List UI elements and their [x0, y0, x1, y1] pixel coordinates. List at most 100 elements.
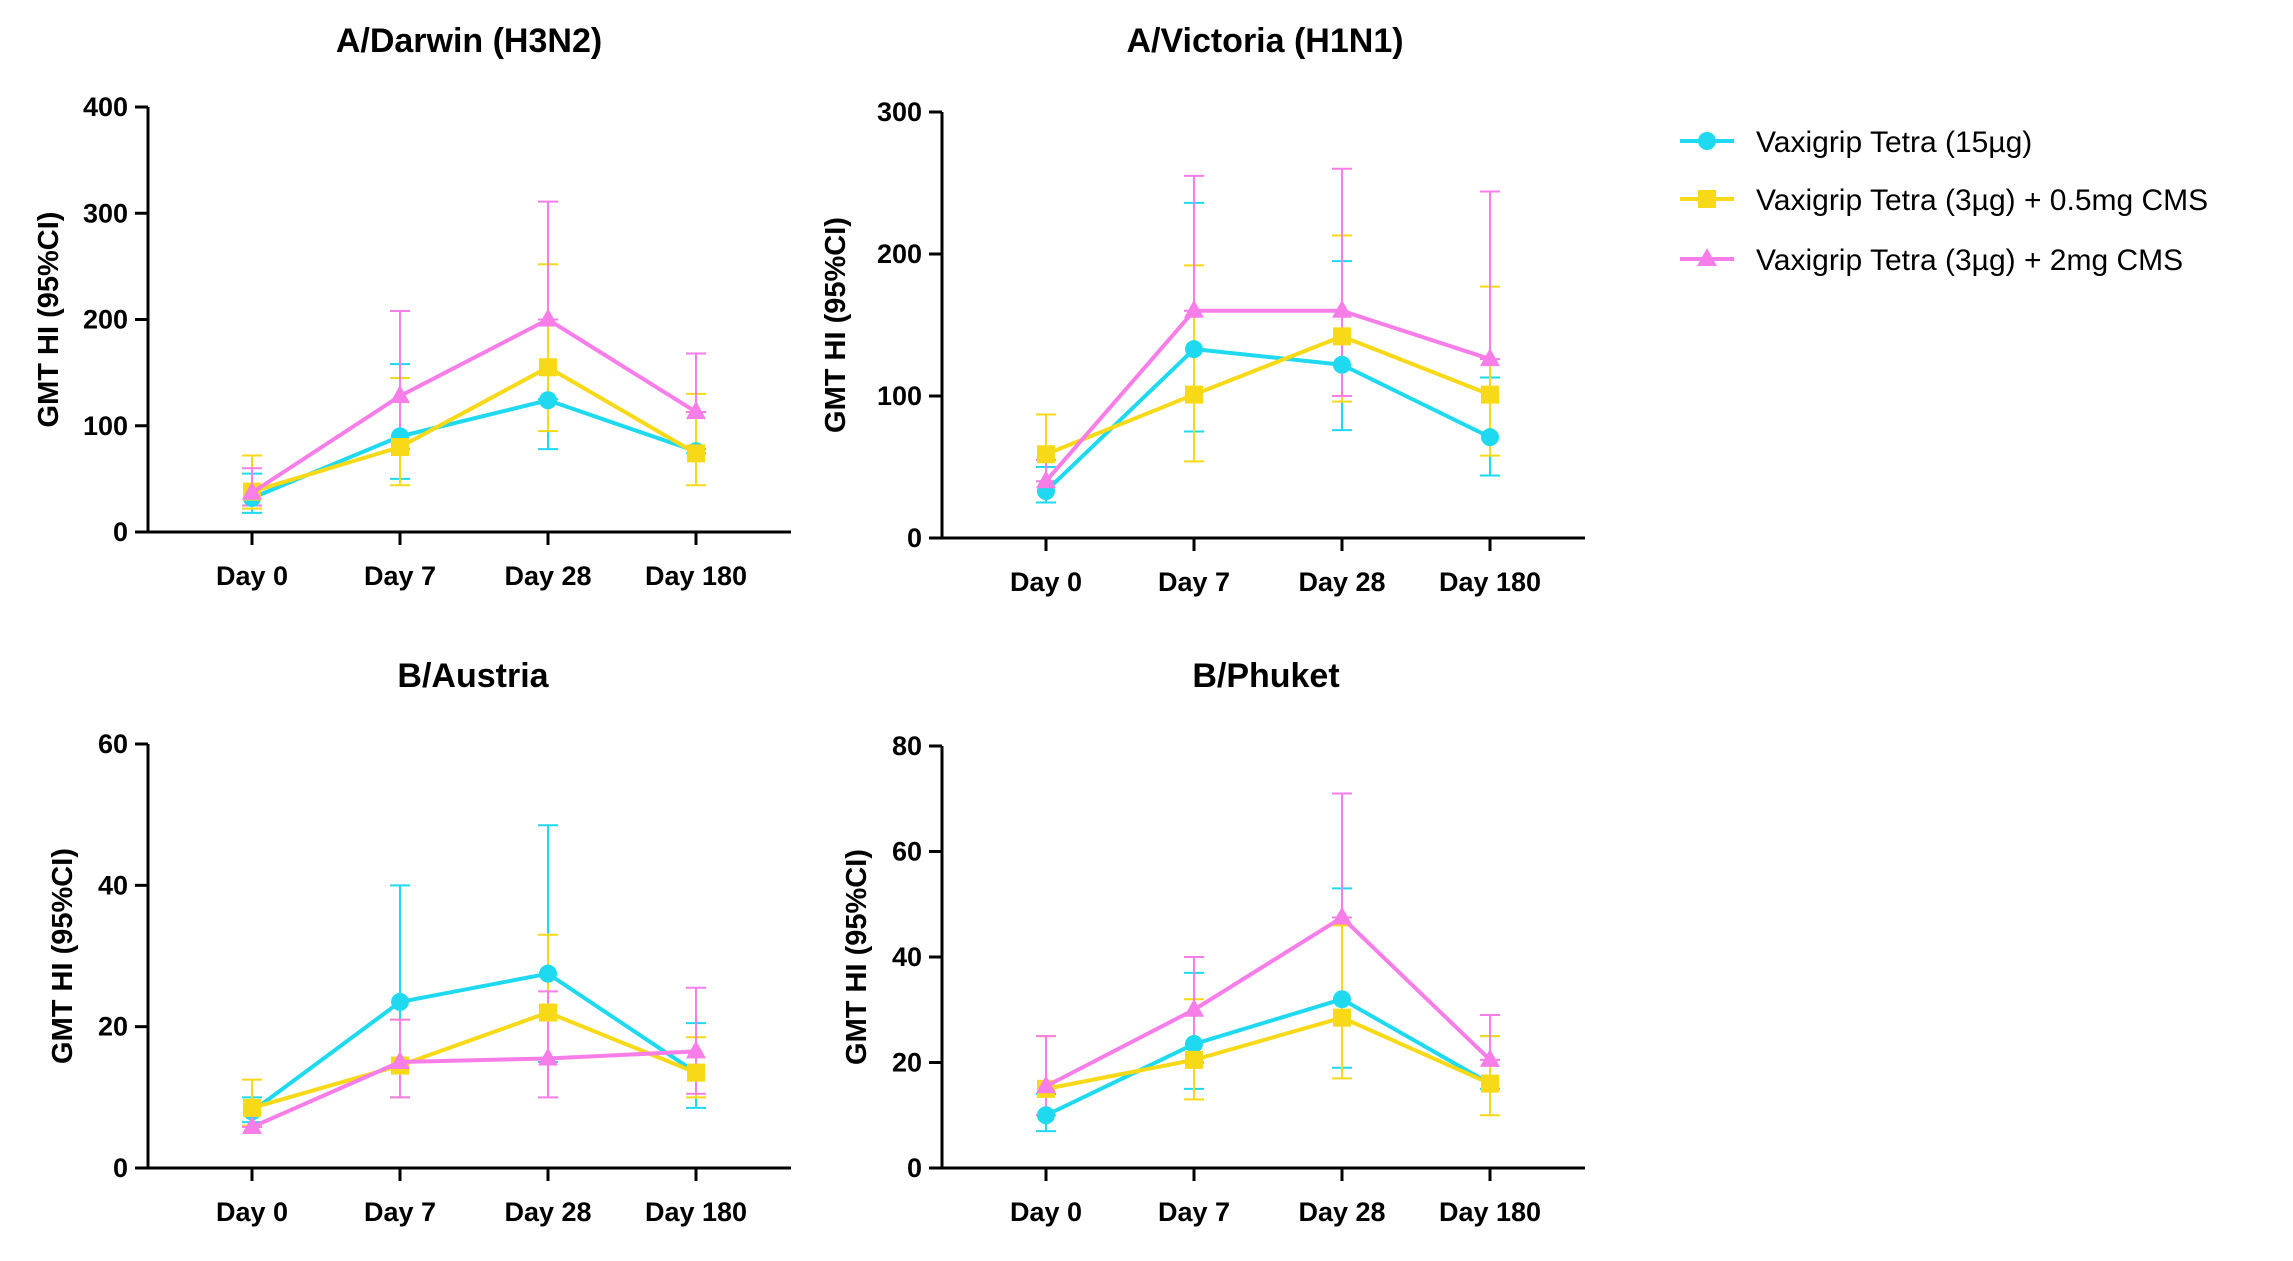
x-tick-label: Day 180	[645, 1197, 747, 1227]
series-line	[251, 398, 697, 500]
panel-a-darwin: A/Darwin (H3N2) GMT HI (95%CI) 0 100 200 300 4…	[33, 22, 791, 591]
legend-label: Vaxigrip Tetra (3µg) + 2mg CMS	[1756, 244, 2183, 277]
data-point	[1333, 1008, 1351, 1027]
data-point	[390, 385, 410, 403]
data-point	[243, 1098, 261, 1117]
series-vaxigrip-3ug-2mg-cms	[242, 1040, 706, 1135]
error-bars-vaxigrip-3ug-05mg-cms	[242, 933, 706, 1127]
series-line	[251, 365, 698, 494]
data-point	[391, 438, 409, 456]
legend-marker	[1698, 132, 1716, 150]
data-point	[1333, 990, 1351, 1009]
data-point	[538, 308, 558, 327]
data-point	[1332, 906, 1352, 925]
y-tick-label: 20	[98, 1012, 128, 1042]
data-point	[539, 358, 557, 377]
data-point	[686, 400, 706, 419]
data-point	[1185, 1050, 1203, 1069]
legend-marker	[1697, 248, 1717, 266]
y-tick-label: 400	[83, 92, 128, 122]
x-tick-label: Day 180	[1439, 567, 1541, 597]
x-tick-label: Day 7	[364, 1197, 436, 1227]
error-bars-vaxigrip-3ug-2mg-cms	[242, 200, 706, 507]
data-point	[1481, 1074, 1499, 1093]
x-tick-label: Day 180	[645, 561, 747, 591]
data-point	[1333, 327, 1351, 346]
y-tick-label: 60	[892, 837, 922, 867]
x-tick-label: Day 0	[216, 561, 288, 591]
y-tick-label: 300	[877, 97, 922, 127]
data-point	[1036, 470, 1056, 489]
data-point	[1480, 348, 1500, 367]
data-point	[242, 1116, 262, 1135]
series-line	[1045, 915, 1492, 1089]
series-line	[1044, 308, 1491, 483]
series-line	[1045, 334, 1491, 457]
y-tick-label: 300	[83, 198, 128, 228]
y-tick-label: 80	[892, 731, 922, 761]
data-point	[1185, 385, 1203, 404]
data-point	[539, 1003, 557, 1022]
y-tick-label: 100	[877, 381, 922, 411]
error-bars-vaxigrip-15ug	[242, 363, 706, 514]
series-line	[251, 1010, 697, 1110]
data-point	[242, 481, 262, 500]
y-tick-label: 100	[83, 411, 128, 441]
y-axis-title: GMT HI (95%CI)	[841, 849, 873, 1065]
data-point	[1036, 1075, 1056, 1094]
data-point	[687, 1063, 705, 1082]
legend-label: Vaxigrip Tetra (15µg)	[1756, 126, 2032, 159]
data-point	[1184, 998, 1204, 1017]
data-point	[391, 992, 409, 1011]
y-tick-label: 0	[907, 1153, 922, 1183]
series-line	[250, 971, 698, 1114]
y-tick-label: 0	[113, 1153, 128, 1183]
data-point	[1037, 1106, 1055, 1125]
y-tick-label: 200	[83, 305, 128, 335]
x-tick-label: Day 0	[1010, 567, 1082, 597]
error-bars-vaxigrip-3ug-2mg-cms	[242, 986, 706, 1129]
series-line	[1044, 347, 1491, 493]
data-point	[539, 391, 557, 410]
legend-item-vaxigrip-3ug-2mg-cms: Vaxigrip Tetra (3µg) + 2mg CMS	[1680, 244, 2183, 277]
data-point	[1332, 299, 1352, 318]
series-line	[1045, 1015, 1491, 1091]
y-tick-label: 0	[113, 517, 128, 547]
y-axis-title: GMT HI (95%CI)	[47, 848, 79, 1064]
error-bars-vaxigrip-15ug	[1036, 201, 1500, 504]
x-tick-label: Day 7	[1158, 1197, 1230, 1227]
data-point	[539, 964, 557, 983]
y-axis-title: GMT HI (95%CI)	[820, 217, 852, 433]
series-vaxigrip-3ug-2mg-cms	[1036, 299, 1500, 489]
legend: Vaxigrip Tetra (15µg) Vaxigrip Tetra (3µg…	[1680, 126, 2208, 277]
x-tick-label: Day 28	[504, 561, 591, 591]
panel-title: B/Phuket	[1192, 657, 1339, 695]
error-bars-vaxigrip-15ug	[1036, 887, 1500, 1133]
panel-title: B/Austria	[397, 657, 549, 695]
data-point	[390, 1051, 410, 1069]
panel-b-phuket: B/Phuket GMT HI (95%CI) 0 20 40 60 80 Day 0 Day …	[841, 657, 1585, 1227]
x-tick-label: Day 28	[1298, 1197, 1385, 1227]
legend-item-vaxigrip-15ug: Vaxigrip Tetra (15µg)	[1680, 126, 2032, 159]
x-tick-label: Day 7	[1158, 567, 1230, 597]
x-tick-label: Day 180	[1439, 1197, 1541, 1227]
data-point	[1037, 445, 1055, 464]
legend-label: Vaxigrip Tetra (3µg) + 0.5mg CMS	[1756, 184, 2208, 217]
y-tick-label: 40	[892, 942, 922, 972]
error-bars-vaxigrip-3ug-2mg-cms	[1036, 792, 1500, 1117]
series-vaxigrip-3ug-2mg-cms	[242, 308, 706, 500]
panel-a-victoria: A/Victoria (H1N1) GMT HI (95%CI) 0 100 200 30…	[820, 22, 1585, 597]
data-point	[1185, 1035, 1203, 1054]
data-point	[1481, 385, 1499, 404]
error-bars-vaxigrip-15ug	[242, 824, 706, 1124]
data-point	[687, 444, 705, 463]
legend-item-vaxigrip-3ug-05mg-cms: Vaxigrip Tetra (3µg) + 0.5mg CMS	[1680, 184, 2208, 217]
data-point	[1184, 299, 1204, 318]
x-tick-label: Day 0	[216, 1197, 288, 1227]
data-point	[1185, 340, 1203, 359]
panel-b-austria: B/Austria GMT HI (95%CI) 0 20 40 60 Day 0 Day 7…	[47, 657, 791, 1227]
data-point	[1480, 1048, 1500, 1067]
y-tick-label: 200	[877, 239, 922, 269]
x-tick-label: Day 0	[1010, 1197, 1082, 1227]
